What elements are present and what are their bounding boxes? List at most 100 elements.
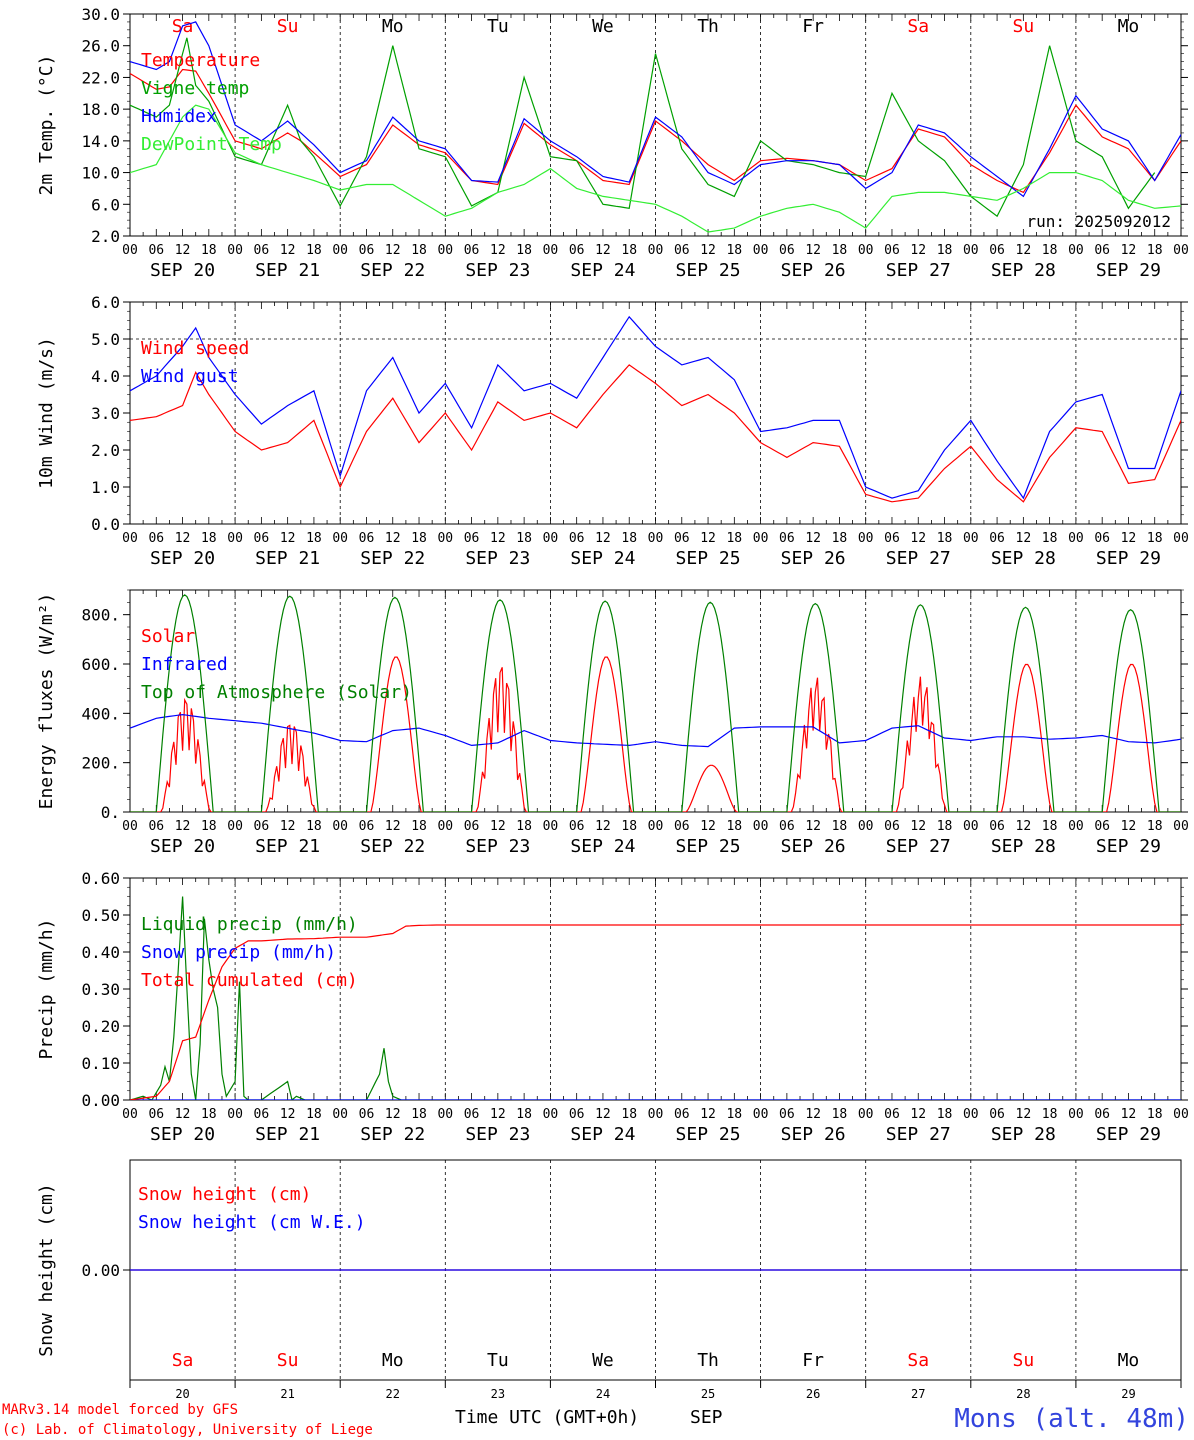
run-label: run: 2025092012 <box>1027 212 1172 231</box>
x-date-label: SEP 25 <box>676 548 741 569</box>
x-hour-label: 00 <box>437 243 453 258</box>
x-hour-label: 18 <box>937 531 953 546</box>
x-date-label: SEP 29 <box>1096 836 1161 857</box>
x-hour-label: 00 <box>543 531 559 546</box>
y-tick-label: 0.20 <box>81 1017 120 1036</box>
legend-entry: Solar <box>141 626 195 647</box>
x-hour-label: 06 <box>884 819 900 834</box>
x-hour-label: 12 <box>1016 819 1032 834</box>
x-hour-label: 00 <box>437 531 453 546</box>
x-hour-label: 00 <box>1173 243 1189 258</box>
x-hour-label: 06 <box>254 819 270 834</box>
x-hour-label: 12 <box>910 819 926 834</box>
x-hour-label: 18 <box>832 819 848 834</box>
x-hour-label: 00 <box>122 1107 138 1122</box>
x-hour-label: 00 <box>122 243 138 258</box>
x-hour-label: 12 <box>700 1107 716 1122</box>
x-hour-label: 06 <box>1094 531 1110 546</box>
x-date-label: SEP 23 <box>465 548 530 569</box>
x-hour-label: 06 <box>569 531 585 546</box>
x-hour-label: 18 <box>516 531 532 546</box>
x-hour-label: 18 <box>201 1107 217 1122</box>
x-date-label: SEP 29 <box>1096 548 1161 569</box>
y-tick-label: 0. <box>101 803 120 822</box>
x-hour-label: 18 <box>516 1107 532 1122</box>
x-hour-label: 18 <box>621 531 637 546</box>
legend-entry: Snow height (cm W.E.) <box>138 1212 366 1233</box>
x-hour-label: 18 <box>1147 531 1163 546</box>
x-hour-label: 18 <box>832 1107 848 1122</box>
y-tick-label: 0.0 <box>91 515 120 534</box>
x-hour-label: 06 <box>674 1107 690 1122</box>
x-hour-label: 00 <box>648 531 664 546</box>
x-hour-label: 00 <box>963 819 979 834</box>
x-date-label: SEP 24 <box>570 1124 635 1145</box>
x-hour-label: 18 <box>621 819 637 834</box>
x-date-label: SEP 28 <box>991 1124 1056 1145</box>
x-hour-label: 18 <box>832 531 848 546</box>
panel-snow: 0.00 Snow height (cm) Sa Su Mo Tu We Th Fr Sa Su Mo… <box>36 1159 1188 1401</box>
x-hour-label: 18 <box>1042 819 1058 834</box>
x-date-label: SEP 22 <box>360 260 425 281</box>
x-hour-label: 06 <box>989 243 1005 258</box>
x-hour-label: 06 <box>989 531 1005 546</box>
y-tick-label: 0.30 <box>81 980 120 999</box>
x-hour-label: 12 <box>595 819 611 834</box>
x-hour-label: 00 <box>1068 531 1084 546</box>
y-tick-label: 0.00 <box>81 1091 120 1110</box>
x-hour-label: 06 <box>254 1107 270 1122</box>
x-hour-label: 00 <box>753 243 769 258</box>
legend-entry: Top of Atmosphere (Solar) <box>141 682 412 703</box>
x-hour-label: 00 <box>753 819 769 834</box>
x-hour-label: 12 <box>805 531 821 546</box>
x-date-label: SEP 22 <box>360 836 425 857</box>
x-hour-label: 00 <box>543 1107 559 1122</box>
x-hour-label: 12 <box>910 531 926 546</box>
x-hour-label: 00 <box>1173 531 1189 546</box>
x-hour-label: 18 <box>516 243 532 258</box>
x-hour-label: 00 <box>648 1107 664 1122</box>
x-hour-label: 00 <box>332 1107 348 1122</box>
y-tick-label: 18.0 <box>81 100 120 119</box>
x-hour-label: 18 <box>1042 1107 1058 1122</box>
y-tick-label: 6.0 <box>91 195 120 214</box>
y-tick-label: 0.10 <box>81 1054 120 1073</box>
x-hour-label: 12 <box>490 243 506 258</box>
x-hour-label: 12 <box>490 819 506 834</box>
x-hour-label: 18 <box>1147 1107 1163 1122</box>
x-hour-label: 06 <box>359 531 375 546</box>
x-date-label: SEP 22 <box>360 548 425 569</box>
day-number-label: 25 <box>701 1387 715 1401</box>
x-hour-label: 00 <box>543 819 559 834</box>
day-number-label: 21 <box>280 1387 294 1401</box>
x-hour-label: 00 <box>227 243 243 258</box>
x-hour-label: 18 <box>1147 819 1163 834</box>
x-hour-label: 12 <box>490 531 506 546</box>
y-tick-label: 200. <box>81 754 120 773</box>
x-hour-label: 18 <box>306 819 322 834</box>
x-date-label: SEP 29 <box>1096 1124 1161 1145</box>
legend-entry: Vigne temp <box>141 78 249 99</box>
x-hour-label: 12 <box>700 531 716 546</box>
x-hour-label: 06 <box>359 243 375 258</box>
x-hour-label: 12 <box>910 243 926 258</box>
x-hour-label: 12 <box>700 819 716 834</box>
series-line-infrared <box>130 713 1181 748</box>
weekday-label: Mo <box>1118 16 1140 37</box>
y-tick-label: 600. <box>81 655 120 674</box>
x-hour-label: 18 <box>411 243 427 258</box>
legend-entry: Snow height (cm) <box>138 1184 311 1205</box>
series-line-wind-gust <box>130 315 1181 500</box>
y-tick-label: 1.0 <box>91 478 120 497</box>
legend-entry: Wind speed <box>141 338 249 359</box>
x-hour-label: 12 <box>175 1107 191 1122</box>
x-hour-label: 00 <box>227 819 243 834</box>
x-hour-label: 06 <box>148 819 164 834</box>
x-hour-label: 06 <box>148 1107 164 1122</box>
x-date-label: SEP 25 <box>676 260 741 281</box>
x-hour-label: 00 <box>332 531 348 546</box>
x-hour-label: 06 <box>359 819 375 834</box>
x-date-label: SEP 21 <box>255 548 320 569</box>
x-hour-label: 12 <box>910 1107 926 1122</box>
weekday-label: Fr <box>802 1350 824 1371</box>
